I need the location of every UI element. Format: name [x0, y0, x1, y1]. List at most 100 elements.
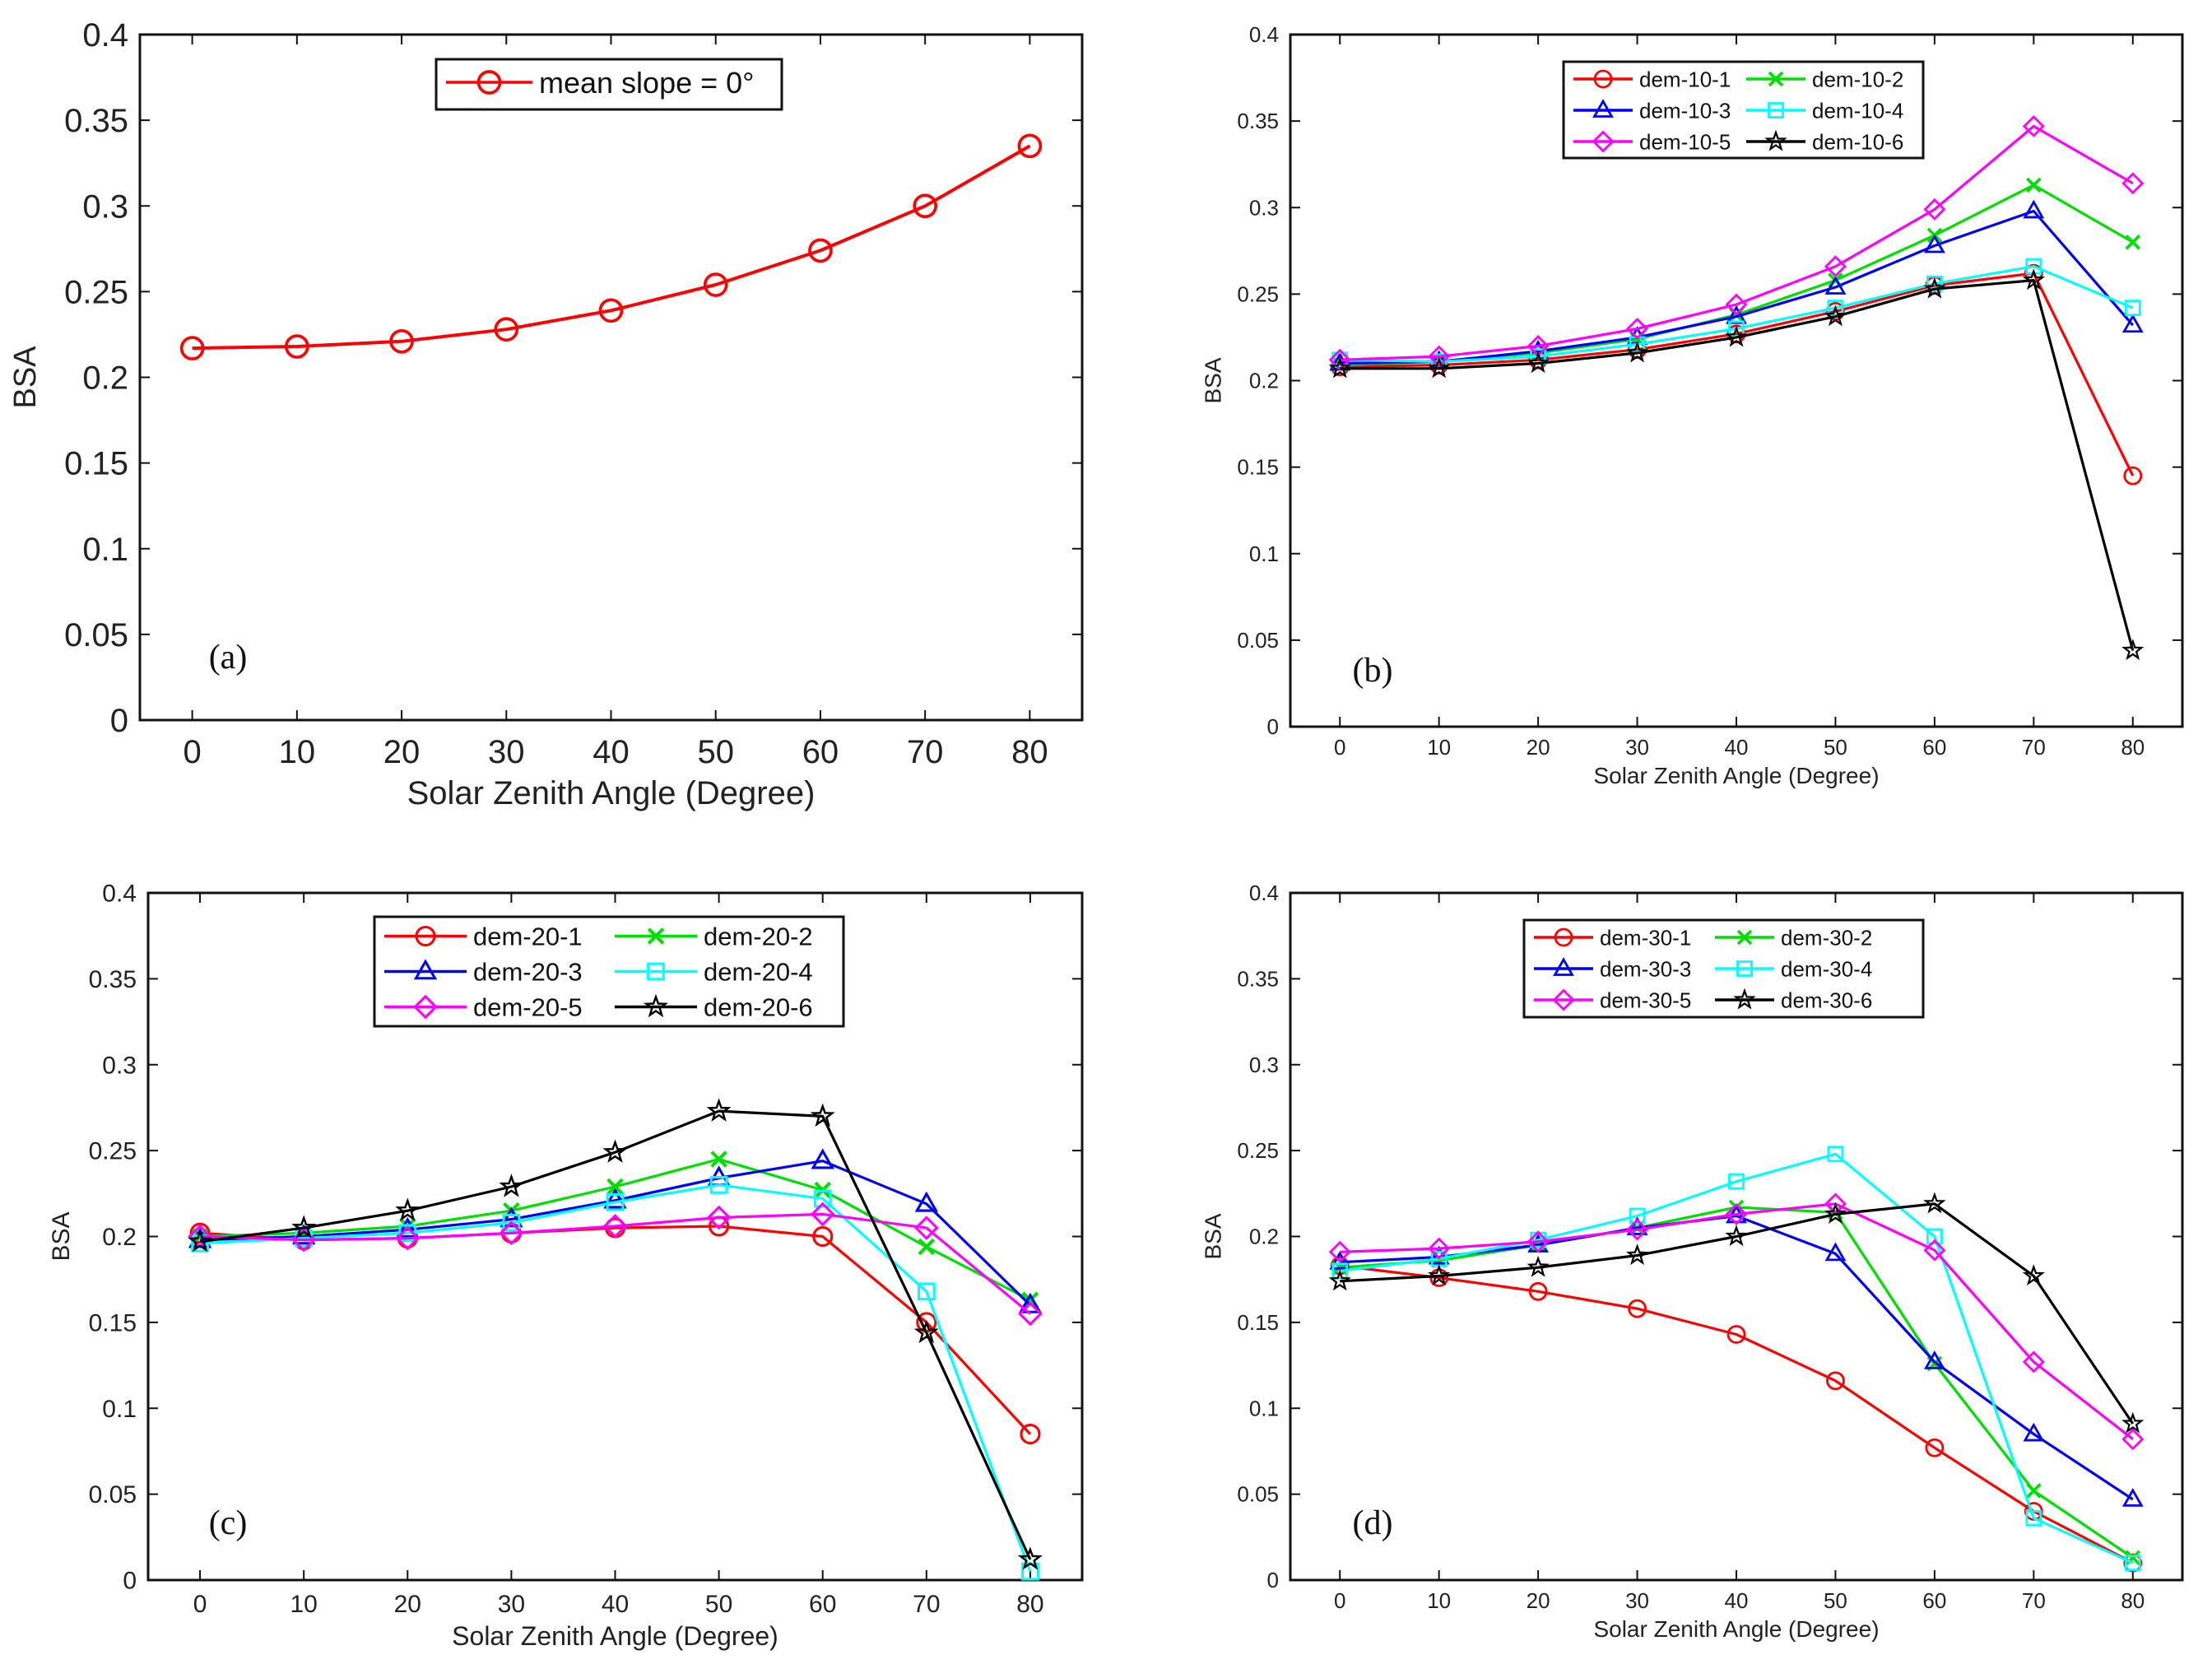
y-tick-label: 0.15	[1237, 1310, 1279, 1335]
data-point-marker	[1824, 1202, 1847, 1225]
legend-entry: dem-10-1	[1573, 67, 1731, 91]
chart-panel-c: 0 0.05 0.1 0.15 0.2 0.25 0.3 0.35 0.4 0 10 20 30 40 50…	[48, 881, 1084, 1651]
data-point-marker	[602, 1139, 628, 1163]
data-point-marker	[285, 334, 309, 359]
x-tick-label: 30	[1625, 735, 1649, 760]
data-point-marker	[1329, 1250, 1351, 1270]
legend-marker	[413, 959, 438, 980]
data-point-marker	[2121, 1411, 2145, 1434]
data-point-marker	[1629, 1207, 1646, 1225]
y-tick-label: 0.35	[64, 103, 128, 139]
legend-marker	[476, 70, 502, 95]
panel-label: (b)	[1353, 652, 1393, 690]
legend-entry: dem-30-6	[1715, 988, 1872, 1012]
x-tick-label: 70	[907, 734, 944, 770]
data-point-marker	[396, 1216, 420, 1238]
data-point-marker	[398, 1224, 417, 1243]
data-point-marker	[918, 1238, 936, 1256]
data-point-marker	[1725, 1202, 1748, 1225]
panel-label: (a)	[209, 639, 248, 676]
legend: dem-10-1 dem-10-2 dem-10-3 dem-10-4 dem-10-5…	[1562, 60, 1925, 160]
data-point-marker	[913, 1319, 939, 1344]
data-point-marker	[1824, 1242, 1847, 1262]
x-tick-label: 0	[1334, 735, 1345, 760]
series-line	[1340, 1202, 2135, 1425]
data-point-marker	[603, 1188, 627, 1209]
series-line	[199, 1109, 1032, 1560]
chart-panel-b: 0 0.05 0.1 0.15 0.2 0.25 0.3 0.35 0.4 0 10 20 30 40 50…	[1201, 22, 2184, 788]
legend-entry: dem-10-2	[1746, 67, 1903, 91]
x-tick-label: 10	[1427, 735, 1451, 760]
data-point-marker	[1331, 1262, 1349, 1280]
y-tick-label: 0.15	[89, 1309, 137, 1336]
series-mean-slope-0-	[179, 133, 1043, 360]
y-tick-label: 0.4	[1249, 22, 1279, 47]
data-point-marker	[1428, 1245, 1450, 1265]
y-tick-label: 0	[1267, 714, 1279, 739]
x-tick-label: 10	[1427, 1588, 1451, 1613]
legend-entry: dem-20-4	[615, 958, 813, 987]
legend-marker	[1736, 960, 1753, 977]
legend-marker	[413, 994, 438, 1020]
legend-label: dem-10-3	[1639, 98, 1731, 123]
y-tick-label: 0.2	[82, 360, 128, 397]
x-tick-label: 60	[1922, 1588, 1946, 1613]
legend-label: dem-20-1	[473, 923, 583, 951]
data-point-marker	[500, 1206, 523, 1228]
x-tick-label: 0	[193, 1591, 207, 1618]
y-tick-label: 0.1	[82, 532, 128, 568]
data-point-marker	[1626, 317, 1649, 340]
x-tick-label: 30	[488, 734, 525, 770]
data-point-marker	[1018, 1301, 1043, 1327]
data-point-marker	[1923, 1350, 1945, 1369]
chart-panel-a: 0 0.05 0.1 0.15 0.2 0.25 0.3 0.35 0.4 0 10 20 30 40 50…	[8, 17, 1084, 811]
legend-label: mean slope = 0°	[539, 66, 755, 100]
series-line	[1340, 1152, 2134, 1564]
data-point-marker	[1017, 133, 1043, 159]
legend-marker	[1764, 129, 1787, 151]
data-point-marker	[1725, 325, 1748, 347]
legend-entry: dem-30-4	[1715, 956, 1872, 981]
legend-label: dem-20-4	[704, 958, 813, 987]
legend-marker	[644, 993, 668, 1018]
data-point-marker	[1728, 320, 1745, 337]
data-point-marker	[395, 1197, 421, 1221]
legend-marker	[1593, 69, 1613, 89]
data-point-marker	[1926, 1228, 1943, 1245]
data-point-marker	[1827, 1146, 1844, 1163]
data-point-marker	[1625, 1243, 1649, 1266]
legend-label: dem-10-4	[1812, 98, 1903, 123]
data-point-marker	[914, 1216, 939, 1240]
y-tick-label: 0.05	[1237, 628, 1279, 653]
legend: dem-30-1 dem-30-2 dem-30-3 dem-30-4 dem-30-5…	[1522, 918, 1925, 1019]
data-point-marker	[2022, 268, 2045, 291]
data-point-marker	[810, 1202, 835, 1227]
data-point-marker	[2022, 114, 2045, 137]
data-point-marker	[2125, 235, 2141, 250]
legend: mean slope = 0°	[434, 58, 783, 111]
y-tick-label: 0.15	[64, 446, 128, 482]
data-point-marker	[494, 317, 519, 342]
data-point-marker	[913, 193, 937, 219]
data-point-marker	[813, 1189, 832, 1208]
legend-label: dem-30-5	[1600, 988, 1691, 1012]
data-point-marker	[1926, 275, 1943, 292]
data-point-marker	[598, 298, 624, 323]
data-point-marker	[499, 1174, 524, 1197]
data-point-marker	[1527, 351, 1550, 374]
data-point-marker	[1428, 345, 1451, 368]
y-axis-title: BSA	[48, 1211, 75, 1261]
legend-label: dem-10-6	[1812, 129, 1903, 154]
data-point-marker	[2022, 1264, 2045, 1286]
series-line	[1340, 1202, 2134, 1441]
y-tick-label: 0.1	[1249, 1396, 1279, 1420]
data-point-marker	[917, 1282, 936, 1301]
legend-label: dem-30-2	[1781, 925, 1872, 950]
data-point-marker	[2026, 1483, 2042, 1499]
legend: dem-20-1 dem-20-2 dem-20-3 dem-20-4 dem-20-5…	[373, 915, 845, 1028]
data-point-marker	[2022, 1350, 2045, 1374]
legend-entry: dem-30-2	[1715, 925, 1872, 950]
data-point-marker	[1328, 356, 1351, 379]
data-point-marker	[1923, 1239, 1946, 1262]
series-line	[1340, 124, 2134, 361]
